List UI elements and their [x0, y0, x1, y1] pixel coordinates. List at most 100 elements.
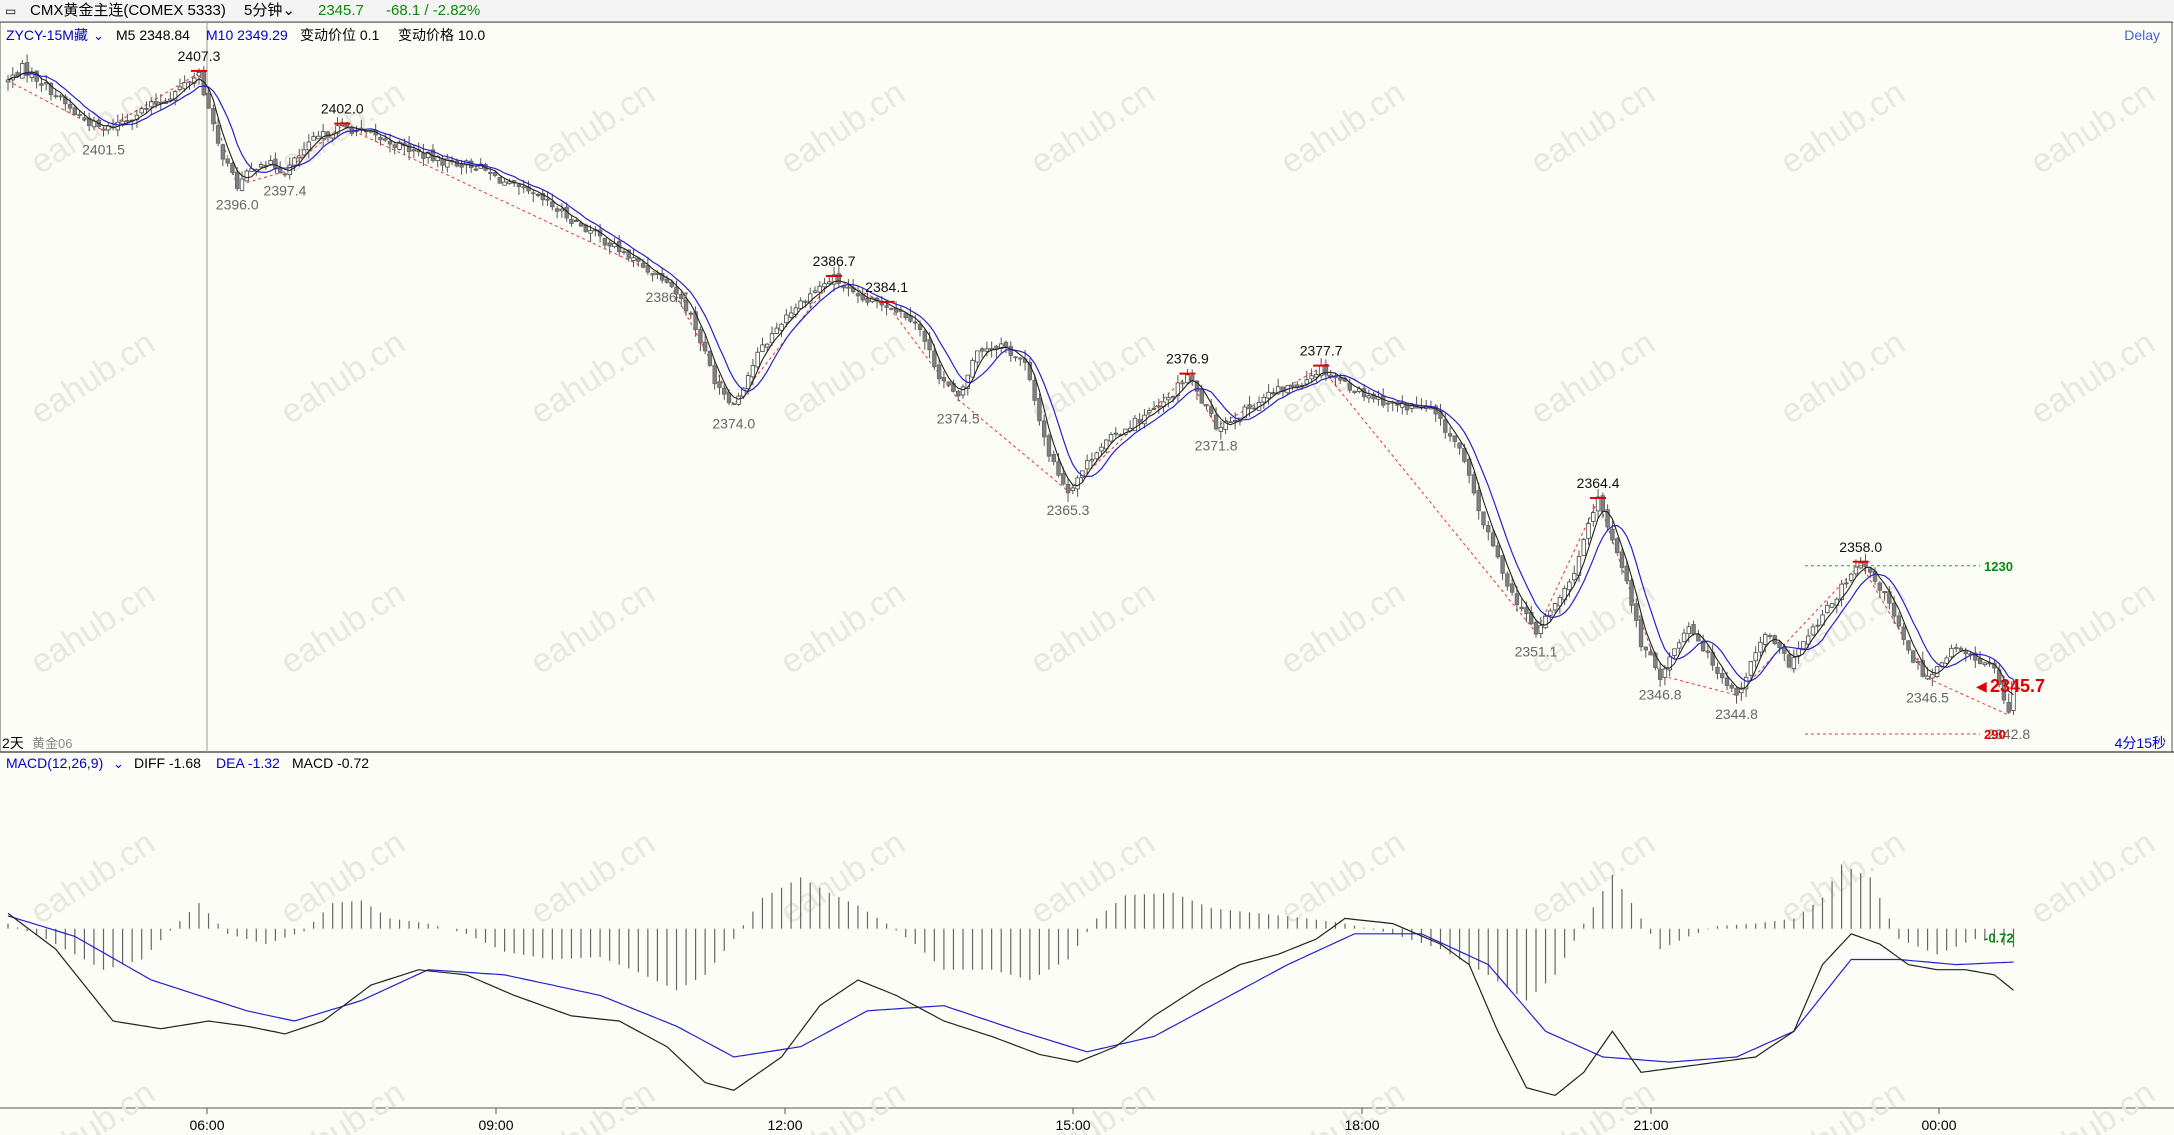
- candle-body: [927, 339, 932, 351]
- candle-body: [516, 184, 522, 188]
- candle-body: [1018, 357, 1023, 360]
- candle-body: [1944, 657, 1949, 664]
- candle-body: [712, 365, 717, 385]
- candle-body: [2011, 681, 2016, 711]
- candle-body: [612, 243, 617, 248]
- candle-body: [1786, 654, 1792, 668]
- candle-body: [1228, 421, 1233, 423]
- swing-label: 2365.3: [1047, 502, 1090, 518]
- candle-body: [445, 158, 450, 168]
- swing-label: 2346.8: [1639, 686, 1682, 702]
- bar-countdown: 4分15秒: [2115, 735, 2166, 751]
- indicator-name[interactable]: ZYCY-15M藏: [6, 27, 88, 43]
- swing-labels-layer: 2407.3 2401.5 2396.0 2397.4 2402.0 2386.7 2386…: [82, 48, 2030, 742]
- candle-body: [1882, 591, 1887, 593]
- candle-body: [1170, 396, 1176, 399]
- candle-body: [82, 117, 87, 121]
- candle-body: [1586, 523, 1591, 539]
- candle-body: [1753, 652, 1758, 662]
- candle-body: [1323, 364, 1329, 376]
- candle-body: [1810, 626, 1816, 636]
- candle-body: [58, 95, 63, 98]
- candle-body: [1705, 650, 1711, 653]
- candle-body: [1366, 395, 1372, 399]
- watermark-text: eahub.cn: [2024, 324, 2162, 432]
- candle-body: [1104, 439, 1109, 450]
- candle-body: [784, 314, 789, 324]
- candle-body: [798, 300, 803, 309]
- candle-body: [172, 91, 178, 101]
- candle-body: [1672, 648, 1677, 656]
- candle-body: [1261, 397, 1267, 403]
- candle-body: [765, 343, 770, 348]
- candle-body: [1877, 582, 1882, 591]
- candle-body: [1805, 635, 1811, 645]
- candle-body: [621, 251, 627, 254]
- watermark-text: eahub.cn: [1524, 824, 1662, 932]
- candle-body: [788, 312, 794, 318]
- period-selector[interactable]: 5分钟⌄: [244, 0, 295, 22]
- candle-body: [1920, 659, 1925, 677]
- watermark-text: eahub.cn: [2024, 824, 2162, 932]
- candle-body: [1557, 597, 1563, 607]
- candle-body: [1643, 646, 1649, 651]
- candle-body: [153, 100, 159, 105]
- candle-body: [1634, 603, 1639, 621]
- candle-body: [1400, 402, 1405, 408]
- level-low-tag: 290: [1984, 727, 2006, 742]
- time-tick-label: 21:00: [1633, 1117, 1668, 1133]
- swing-label: 2396.0: [216, 196, 259, 212]
- candle-body: [1266, 391, 1271, 399]
- candle-body: [1853, 566, 1859, 575]
- candle-body: [335, 125, 340, 134]
- candle-body: [1973, 652, 1978, 661]
- candle-body: [1099, 446, 1104, 452]
- instrument-name[interactable]: CMX黄金主连(COMEX 5333): [30, 2, 226, 19]
- candle-body: [1954, 647, 1959, 649]
- candle-body: [1147, 410, 1152, 414]
- swing-label: 2374.5: [937, 410, 980, 426]
- chevron-down-icon[interactable]: ⌄: [93, 28, 104, 43]
- ma10-value: M10 2349.29: [206, 27, 288, 43]
- candle-body: [745, 375, 751, 390]
- candle-body: [1476, 490, 1481, 512]
- window-icon[interactable]: ▭: [5, 4, 17, 18]
- candle-body: [1791, 657, 1797, 669]
- candle-body: [378, 136, 383, 141]
- candle-body: [63, 96, 68, 105]
- watermark-text: eahub.cn: [1774, 1074, 1912, 1135]
- candle-body: [101, 128, 106, 131]
- candle-body: [225, 158, 230, 164]
- candle-body: [722, 387, 727, 395]
- watermark-text: eahub.cn: [274, 324, 412, 432]
- chevron-down-icon[interactable]: ⌄: [113, 756, 124, 771]
- candle-body: [1061, 473, 1066, 485]
- macd-layer: [7, 864, 2015, 1097]
- candle-body: [473, 168, 479, 171]
- candle-body: [936, 364, 942, 380]
- candle-body: [956, 390, 961, 397]
- candle-body: [459, 163, 464, 168]
- watermark-text: eahub.cn: [1024, 74, 1162, 182]
- candle-body: [554, 208, 560, 212]
- candle-body: [301, 149, 307, 156]
- candle-body: [1032, 379, 1037, 401]
- candle-body: [669, 282, 674, 287]
- candle-body: [1653, 652, 1658, 668]
- delay-label: Delay: [2124, 27, 2160, 43]
- candle-body: [1457, 442, 1462, 449]
- candle-body: [650, 273, 655, 276]
- candle-body: [239, 178, 245, 191]
- watermark-text: eahub.cn: [24, 74, 162, 182]
- macd-name[interactable]: MACD(12,26,9): [6, 755, 103, 771]
- candle-body: [1591, 512, 1596, 522]
- candle-body: [674, 286, 679, 295]
- candle-body: [220, 144, 226, 160]
- candle-body: [717, 381, 722, 388]
- watermark-text: eahub.cn: [1024, 1074, 1162, 1135]
- candle-body: [1720, 673, 1725, 679]
- time-tick-label: 18:00: [1344, 1117, 1379, 1133]
- candle-body: [1084, 460, 1090, 470]
- candle-body: [215, 125, 221, 144]
